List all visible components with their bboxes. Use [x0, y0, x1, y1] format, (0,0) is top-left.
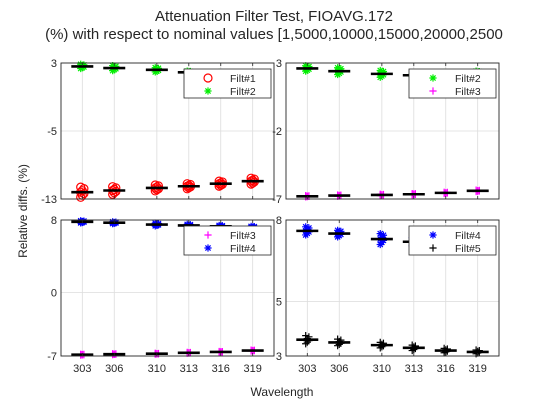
- legend-marker: [203, 73, 213, 83]
- y-tick-label: 0: [51, 288, 57, 300]
- x-tick-label: 310: [148, 363, 166, 375]
- x-tick-label: 306: [105, 363, 123, 375]
- x-tick-label: 313: [405, 363, 423, 375]
- legend-label: Filt#2: [230, 86, 256, 98]
- data-point: [379, 231, 388, 239]
- data-point: [379, 236, 388, 244]
- data-point: [151, 64, 159, 72]
- axes-frame: [60, 62, 275, 200]
- series-Filt5-bottom-right: [296, 332, 489, 358]
- legend-marker: [429, 87, 437, 95]
- legend-label: Filt#4: [230, 243, 256, 255]
- legend-box: [408, 225, 497, 256]
- data-point: [112, 62, 120, 70]
- data-point: [376, 230, 384, 238]
- axes-frame: [60, 219, 275, 357]
- legend-marker: [429, 74, 437, 82]
- legend-label: Filt#3: [455, 86, 481, 98]
- data-point: [334, 64, 342, 72]
- x-tick-label: 306: [330, 363, 348, 375]
- y-tick-label: -2: [272, 126, 282, 138]
- y-tick-label: 3: [276, 351, 282, 363]
- legend-label: Filt#1: [230, 73, 256, 85]
- x-tick-label: 303: [298, 363, 316, 375]
- y-tick-label: 3: [51, 58, 57, 70]
- y-tick-label: 5: [276, 297, 282, 309]
- axes-frame: [285, 219, 500, 357]
- legend-label: Filt#4: [455, 230, 481, 242]
- data-point: [151, 219, 159, 227]
- figure-title: Attenuation Filter Test, FIOAVG.172: [155, 8, 393, 25]
- data-point: [337, 227, 345, 235]
- figure-subtitle: (%) with respect to nominal values [1,50…: [45, 26, 503, 43]
- legend-marker: [204, 244, 212, 252]
- y-tick-label: 3: [276, 58, 282, 70]
- data-point: [379, 67, 388, 76]
- data-point: [182, 179, 192, 189]
- x-tick-label: 313: [180, 363, 198, 375]
- data-point: [305, 62, 313, 71]
- data-point: [305, 224, 313, 232]
- data-point: [80, 61, 88, 69]
- data-point: [154, 64, 163, 72]
- legend-marker: [204, 231, 212, 239]
- legend-label: Filt#3: [230, 230, 256, 242]
- data-point: [337, 65, 345, 73]
- data-point: [77, 60, 85, 68]
- y-tick-label: -13: [41, 194, 57, 206]
- y-tick-label: -7: [272, 194, 282, 206]
- data-point: [302, 62, 310, 70]
- y-tick-label: 8: [276, 215, 282, 227]
- legend-marker: [204, 87, 212, 95]
- legend-box: [408, 68, 497, 99]
- x-tick-label: 319: [244, 363, 262, 375]
- axes-frame: [285, 62, 500, 200]
- x-tick-label: 310: [373, 363, 391, 375]
- subplot-grid: 3-5-13Filt#1Filt#23-2-7Filt#2Filt#380-73…: [41, 58, 500, 375]
- y-tick-label: -5: [47, 126, 57, 138]
- x-axis-label: Wavelength: [251, 385, 314, 399]
- legend-box: [183, 225, 272, 256]
- series-Filt1-top-left: [71, 173, 264, 202]
- legend-label: Filt#5: [455, 243, 481, 255]
- data-point: [376, 66, 384, 75]
- data-point: [302, 332, 310, 340]
- legend-marker: [429, 244, 437, 252]
- y-tick-label: 8: [51, 215, 57, 227]
- data-point: [302, 223, 310, 231]
- legend-marker: [429, 231, 437, 239]
- series-Filt3-top-right: [296, 186, 489, 201]
- legend-label: Filt#2: [455, 73, 481, 85]
- data-point: [109, 61, 117, 70]
- x-tick-label: 316: [212, 363, 230, 375]
- y-axis-label: Relative diffs. (%): [16, 164, 30, 258]
- x-tick-label: 319: [469, 363, 487, 375]
- legend-box: [183, 68, 272, 99]
- data-point: [214, 176, 224, 186]
- data-point: [334, 226, 342, 234]
- y-tick-label: -7: [47, 351, 57, 363]
- x-tick-label: 316: [437, 363, 455, 375]
- x-tick-label: 303: [73, 363, 91, 375]
